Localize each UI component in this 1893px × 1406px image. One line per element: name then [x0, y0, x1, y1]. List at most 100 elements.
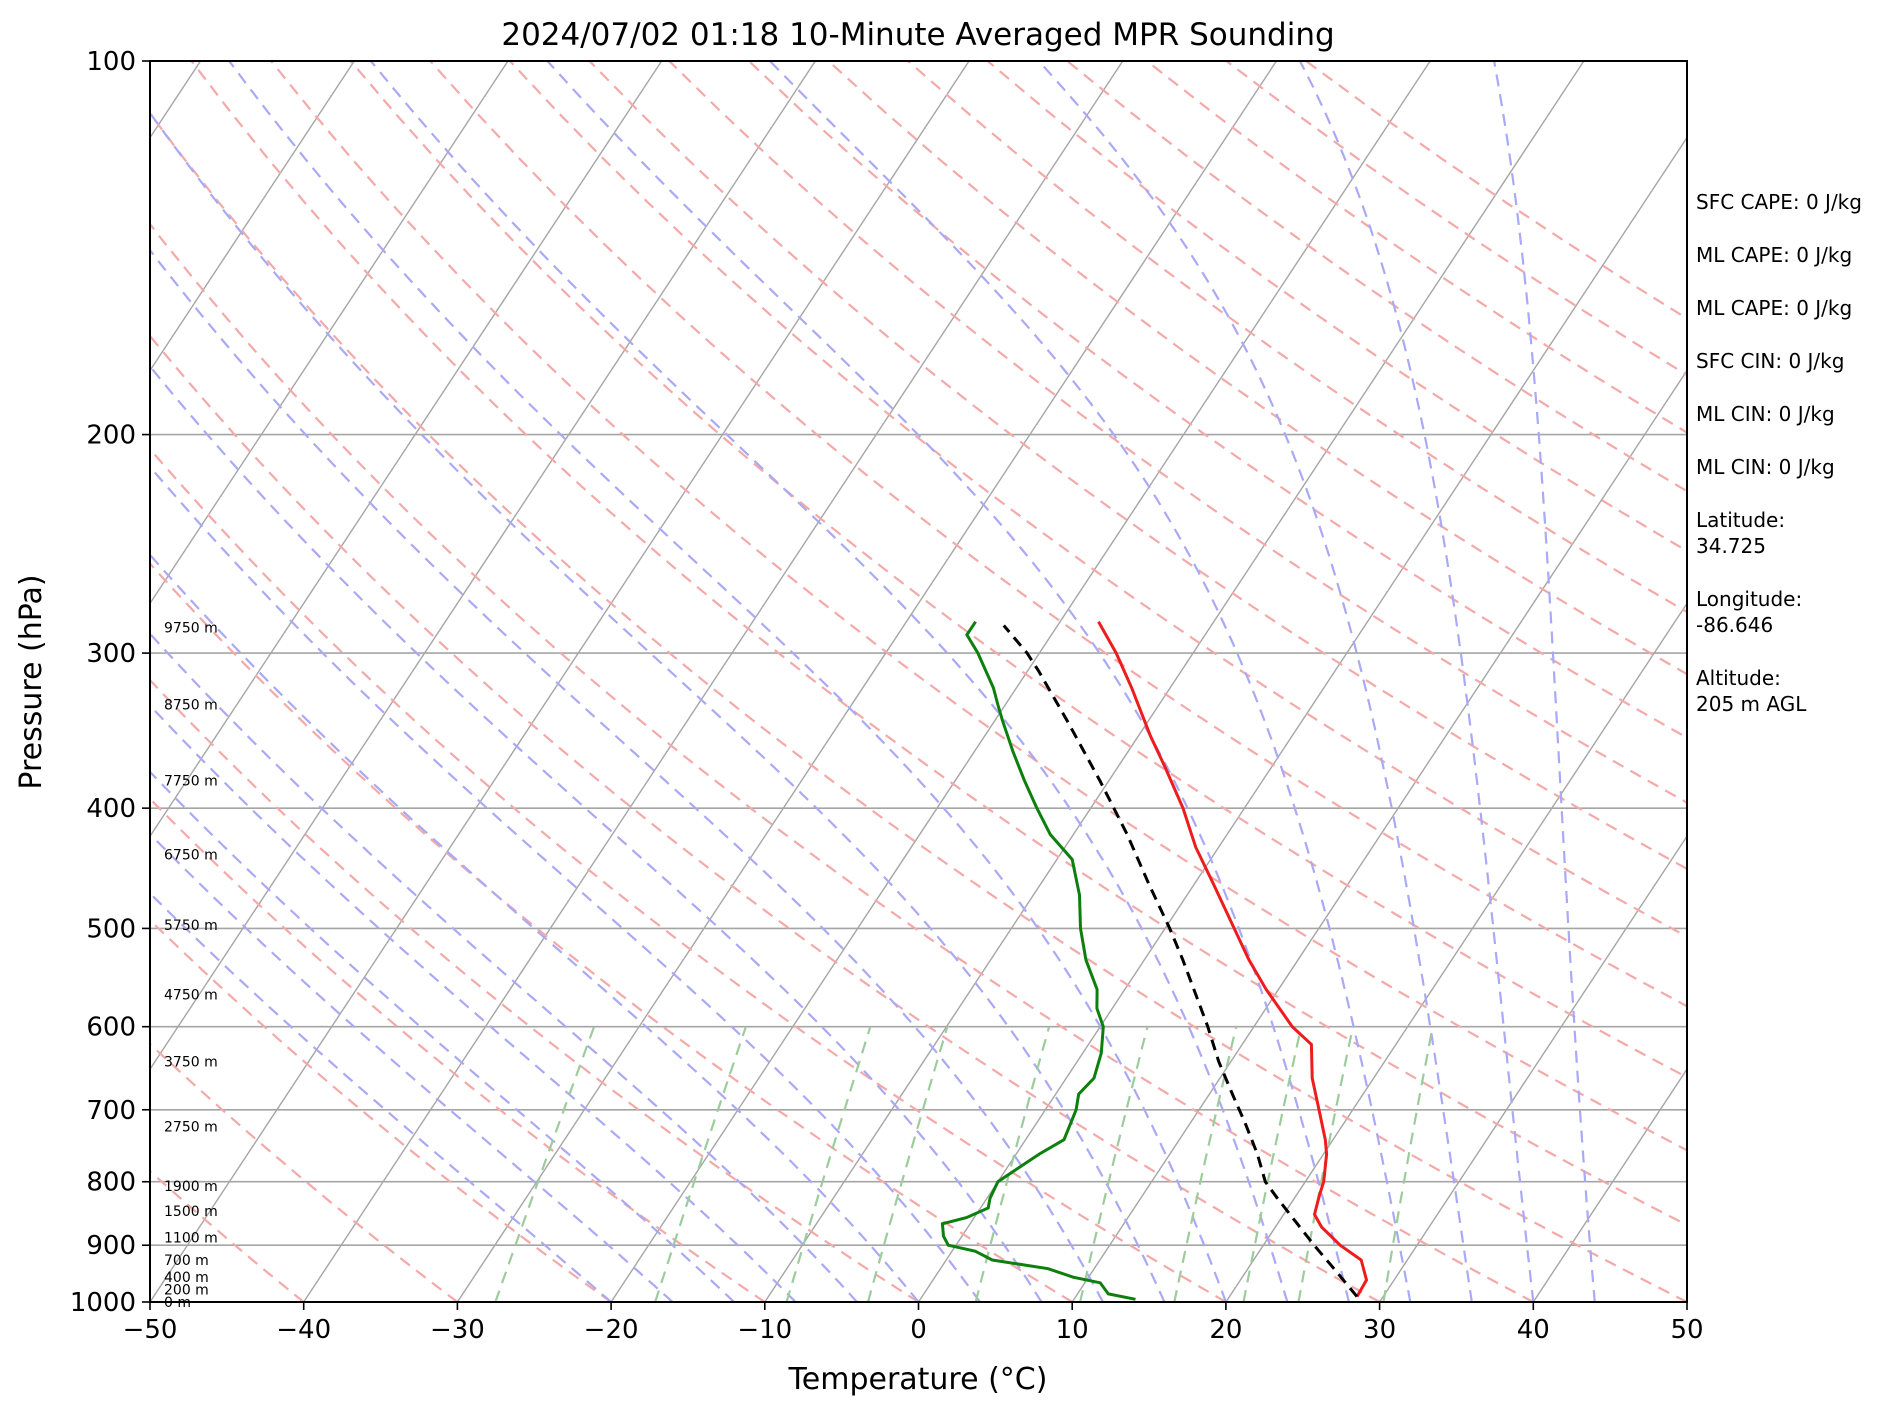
x-tick-label: −20 — [584, 1315, 639, 1345]
dry-adiabat-line — [668, 61, 1687, 804]
dry-adiabat-line — [190, 61, 1687, 1227]
sfc-cape-stat: SFC CAPE: 0 J/kg — [1696, 190, 1862, 214]
isotherm-line — [150, 61, 970, 1302]
dry-adiabat-line — [150, 561, 1073, 1302]
ml-cin-stat-2: ML CIN: 0 J/kg — [1696, 455, 1835, 479]
height-label: 700 m — [164, 1253, 209, 1269]
moist-adiabat-line — [150, 832, 674, 1302]
isotherm-line — [150, 61, 355, 372]
y-tick-label: 700 — [86, 1096, 136, 1126]
y-tick-label: 800 — [86, 1168, 136, 1198]
mixing-ratio-line — [1242, 1026, 1303, 1302]
height-label: 1900 m — [164, 1179, 218, 1195]
x-axis-label: Temperature (°C) — [788, 1362, 1048, 1397]
moist-adiabat-line — [150, 111, 1166, 1302]
latitude-stat: Latitude: 34.725 — [1696, 508, 1786, 558]
isotherm-line — [1379, 834, 1687, 1302]
isotherm-line — [150, 61, 509, 605]
y-tick-label: 900 — [86, 1231, 136, 1261]
isotherm-line — [764, 61, 1585, 1302]
isotherm-line — [456, 61, 1278, 1302]
moist-adiabat-line — [769, 61, 1412, 1302]
x-tick-label: 0 — [910, 1315, 927, 1345]
height-label: 2750 m — [164, 1119, 218, 1135]
y-tick-label: 500 — [86, 914, 136, 944]
x-axis-ticks: −50 −40 −30 −20 −10 0 10 20 30 40 50 — [123, 1302, 1704, 1345]
height-label: 6750 m — [164, 848, 218, 864]
isotherm-line — [917, 136, 1687, 1302]
isotherm-line — [1532, 1067, 1687, 1302]
dry-adiabat-line — [150, 678, 920, 1302]
moist-adiabat-line — [150, 770, 735, 1302]
dry-adiabat-line — [150, 111, 1687, 1302]
dewpoint-line — [940, 620, 1136, 1301]
x-tick-label: −50 — [123, 1315, 178, 1345]
mixing-ratio-line — [1079, 1026, 1149, 1302]
dry-adiabat-line — [429, 61, 1687, 1008]
height-label: 8750 m — [164, 697, 218, 713]
x-tick-label: −40 — [276, 1315, 331, 1345]
mixing-ratio-line — [494, 1026, 596, 1302]
x-tick-label: −10 — [737, 1315, 792, 1345]
mixing-ratio-line — [654, 1026, 747, 1302]
isotherm-line — [303, 61, 1124, 1302]
x-tick-label: 40 — [1517, 1315, 1550, 1345]
ml-cape-stat-2: ML CAPE: 0 J/kg — [1696, 296, 1853, 320]
y-tick-label: 300 — [86, 639, 136, 669]
isotherm-line — [1225, 602, 1687, 1302]
height-label: 5750 m — [164, 918, 218, 934]
x-tick-label: 20 — [1209, 1315, 1242, 1345]
moist-adiabat-line — [1299, 61, 1535, 1302]
background-lines — [150, 61, 1687, 1302]
sfc-cin-stat: SFC CIN: 0 J/kg — [1696, 349, 1845, 373]
x-tick-label: −30 — [430, 1315, 485, 1345]
moist-adiabat-line — [150, 465, 981, 1302]
x-tick-label: 30 — [1363, 1315, 1396, 1345]
dry-adiabat-line — [150, 334, 1381, 1302]
dry-adiabat-line — [150, 797, 766, 1302]
moist-adiabat-line — [150, 553, 920, 1302]
temperature-line — [1097, 620, 1369, 1298]
dry-adiabat-line — [150, 1042, 459, 1302]
mixing-ratio-line — [1382, 1026, 1434, 1302]
chart-title: 2024/07/02 01:18 10-Minute Averaged MPR … — [501, 17, 1334, 53]
ml-cin-stat: ML CIN: 0 J/kg — [1696, 402, 1835, 426]
height-label: 1100 m — [164, 1230, 218, 1246]
dry-adiabat-line — [270, 61, 1687, 1152]
x-tick-label: 10 — [1056, 1315, 1089, 1345]
moist-adiabat-line — [150, 632, 858, 1302]
mixing-ratio-line — [785, 1026, 872, 1302]
y-tick-label: 100 — [86, 47, 136, 77]
isotherm-line — [150, 61, 663, 838]
moist-adiabat-line — [150, 891, 612, 1302]
dry-adiabat-line — [150, 918, 612, 1302]
moist-adiabat-line — [150, 248, 1104, 1302]
dry-adiabat-line — [150, 222, 1534, 1302]
height-label: 9750 m — [164, 620, 218, 636]
isotherm-line — [610, 61, 1431, 1302]
mixing-ratio-line — [1297, 1026, 1355, 1302]
ml-cape-stat: ML CAPE: 0 J/kg — [1696, 243, 1853, 267]
height-label: 4750 m — [164, 987, 218, 1003]
altitude-stat: Altitude: 205 m AGL — [1696, 666, 1807, 716]
moist-adiabat-line — [369, 61, 1289, 1302]
dry-adiabat-line — [748, 61, 1687, 739]
y-tick-label: 400 — [86, 794, 136, 824]
sounding-profiles — [940, 620, 1369, 1301]
moist-adiabat-line — [546, 61, 1350, 1302]
longitude-stat: Longitude: -86.646 — [1696, 587, 1803, 637]
height-label: 3750 m — [164, 1054, 218, 1070]
isotherm-line — [150, 61, 816, 1071]
dry-adiabat-line — [349, 61, 1687, 1079]
y-tick-label: 600 — [86, 1013, 136, 1043]
x-tick-label: 50 — [1670, 1315, 1703, 1345]
moist-adiabat-line — [150, 703, 797, 1302]
y-tick-label: 1000 — [70, 1288, 136, 1318]
y-axis-ticks: 100 200 300 400 500 600 700 800 900 1000 — [70, 47, 150, 1318]
height-label: 7750 m — [164, 774, 218, 790]
mixing-ratio-line — [866, 1026, 949, 1302]
height-label: 200 m — [164, 1282, 209, 1298]
moist-adiabat-line — [150, 364, 1043, 1302]
